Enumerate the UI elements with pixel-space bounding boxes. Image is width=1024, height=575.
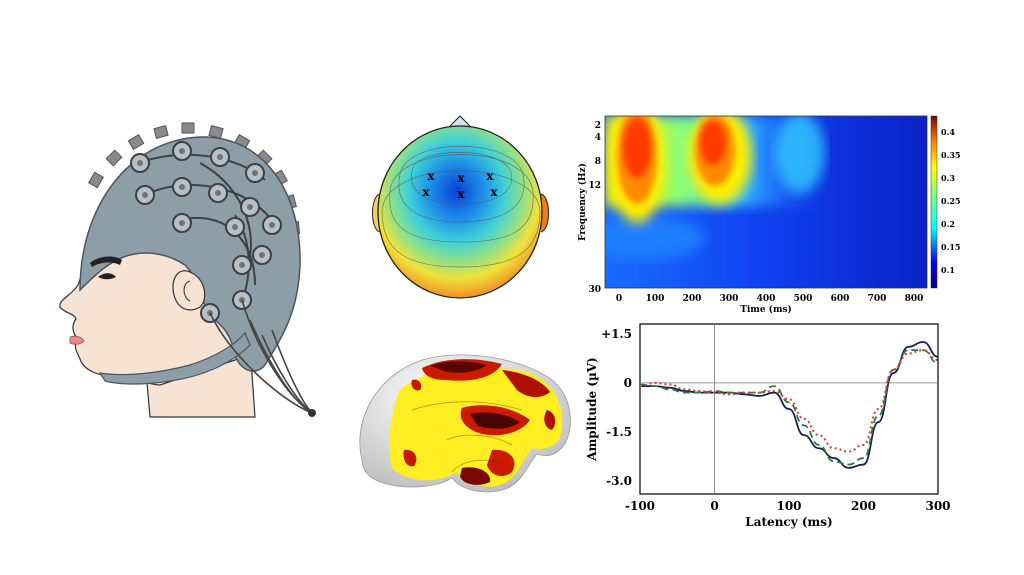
erp-series-line-3 (639, 349, 939, 453)
spectrogram-ytick: 8 (595, 157, 601, 167)
nose (447, 115, 473, 129)
spectrogram-ytick: 12 (588, 181, 601, 191)
cable-bundle (209, 299, 313, 414)
erp-xtick: -100 (625, 499, 655, 513)
lips (69, 335, 85, 345)
erp-ytick: 0 (624, 376, 632, 390)
spectrogram-xlabel: Time (ms) (740, 304, 792, 315)
erp-series-line-2 (639, 349, 939, 466)
erp-xtick: 100 (776, 499, 801, 513)
erp-xtick: 300 (925, 499, 950, 513)
colorbar-tick: 0.3 (941, 173, 955, 183)
spectrogram-ylabel: Frequency (Hz) (577, 163, 588, 241)
eeg-cap (79, 136, 301, 372)
erp-line-chart: +1.5 0 -1.5 -3.0 -100 0 100 200 300 Amplitude (µ… (585, 323, 951, 529)
svg-text:x: x (427, 169, 435, 183)
spectrogram-ytick: 2 (595, 121, 601, 131)
spectrogram-ytick: 4 (595, 133, 601, 143)
right-ear (540, 193, 549, 233)
contour-lines (381, 145, 541, 268)
time-frequency-plot: Frequency (Hz) 2 4 8 12 30 0 100 200 300… (577, 115, 960, 315)
eye (98, 273, 116, 280)
electrodes (130, 141, 282, 323)
colorbar-tick: 0.15 (941, 242, 960, 252)
erp-series-line-1 (640, 341, 939, 469)
spectrogram-xtick: 800 (905, 294, 924, 304)
colorbar-tick: 0.35 (941, 150, 960, 160)
colorbar-tick: 0.25 (941, 196, 960, 206)
erp-ytick: -1.5 (606, 425, 632, 439)
spectrogram-xtick: 300 (720, 294, 739, 304)
ear (172, 270, 206, 311)
spectrogram-xtick: 400 (757, 294, 776, 304)
chin-strap (98, 331, 251, 385)
spectrogram-ytick: 30 (588, 285, 601, 295)
colorbar (930, 115, 938, 289)
erp-ytick: -3.0 (606, 474, 632, 488)
erp-xtick: 200 (851, 499, 876, 513)
erp-xtick: 0 (710, 499, 718, 513)
head-outline (377, 125, 543, 299)
eyebrow (90, 256, 122, 267)
svg-text:x: x (490, 185, 498, 199)
spectrogram-xtick: 700 (868, 294, 887, 304)
cable-connector (308, 409, 316, 417)
colorbar-tick: 0.1 (941, 265, 955, 275)
erp-ytick: +1.5 (601, 327, 632, 341)
erp-plot-frame (639, 323, 939, 495)
svg-text:x: x (457, 187, 465, 201)
sulci (411, 401, 523, 473)
colorbar-tick: 0.4 (941, 127, 955, 137)
eeg-cap-head-illustration (59, 122, 316, 418)
spectrogram-xtick: 500 (794, 294, 813, 304)
erp-xlabel: Latency (ms) (745, 515, 832, 529)
colorbar-tick: 0.2 (941, 219, 955, 229)
spectrogram-xtick: 200 (683, 294, 702, 304)
svg-text:x: x (457, 171, 465, 185)
erp-ylabel: Amplitude (µV) (585, 357, 599, 461)
spectrogram-xtick: 600 (831, 294, 850, 304)
cortical-activation-map (359, 354, 571, 493)
svg-text:x: x (486, 169, 494, 183)
spectrogram-image (605, 116, 927, 288)
svg-text:x: x (422, 185, 430, 199)
spectrogram-xtick: 100 (646, 294, 665, 304)
activation-red (403, 359, 556, 485)
spectrogram-xtick: 0 (616, 294, 622, 304)
